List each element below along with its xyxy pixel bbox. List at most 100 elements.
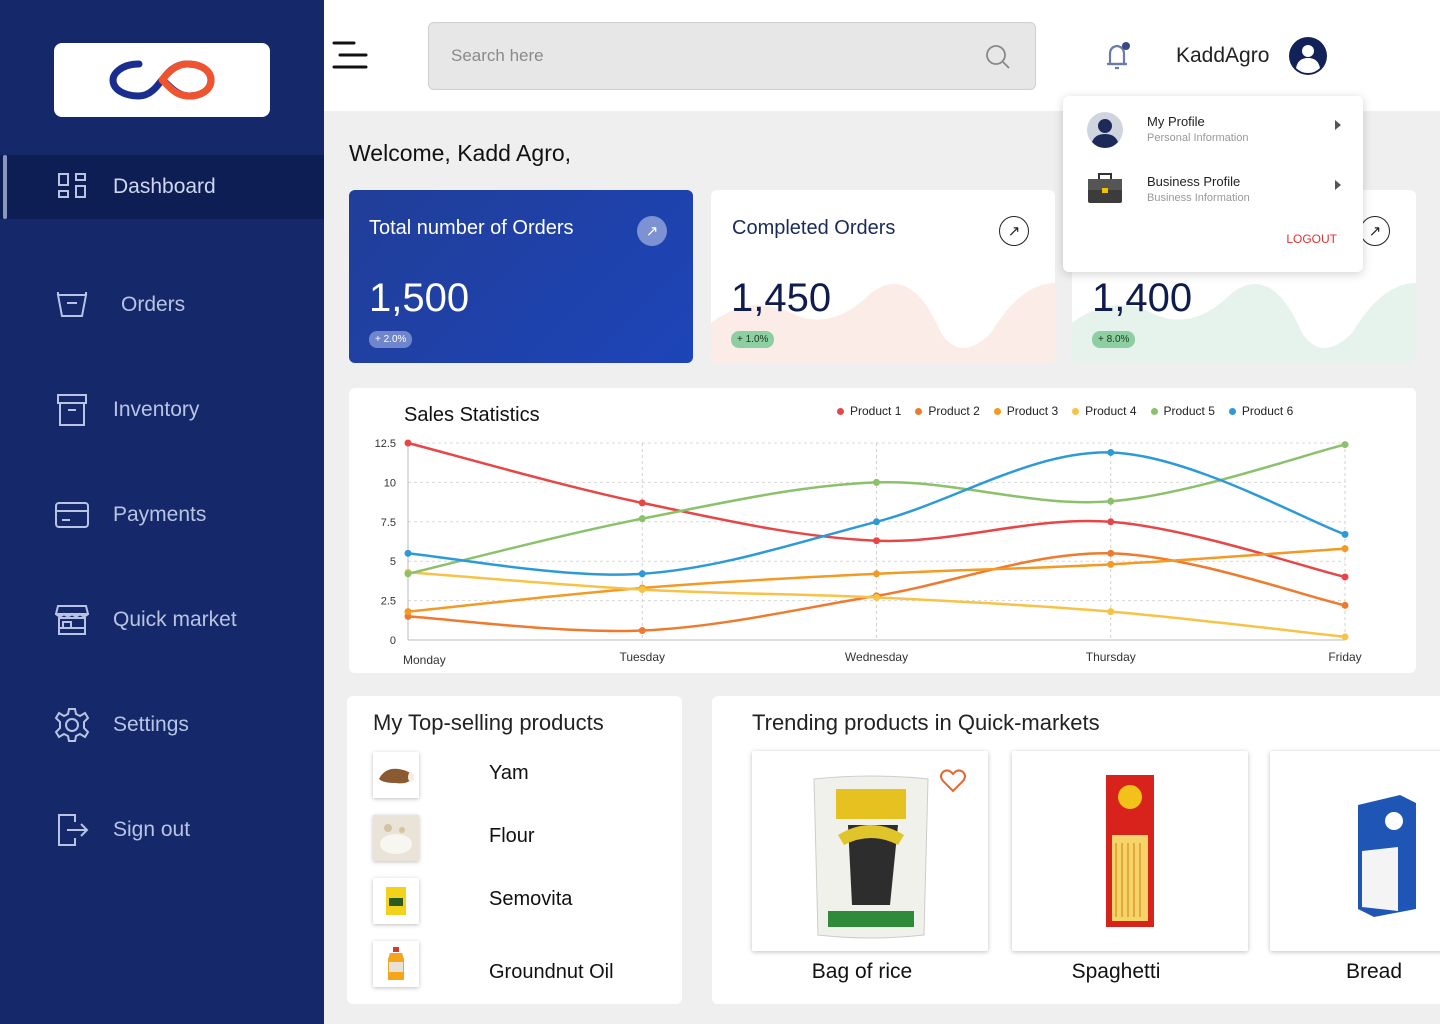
change-badge: + 1.0%: [731, 331, 775, 348]
data-point: [1107, 448, 1115, 456]
y-tick-label: 5: [390, 556, 396, 568]
list-item[interactable]: Flour: [373, 815, 663, 865]
legend-label: Product 4: [1085, 404, 1137, 418]
x-tick-label: Monday: [403, 653, 446, 667]
legend-label: Product 5: [1163, 404, 1215, 418]
profile-dropdown: My Profile Personal Information Business…: [1063, 96, 1363, 272]
menu-item-my-profile[interactable]: My Profile Personal Information: [1063, 102, 1363, 158]
stat-value: 1,450: [731, 276, 832, 320]
list-item[interactable]: Groundnut Oil: [373, 941, 663, 991]
data-point: [873, 570, 880, 578]
legend-dot: [1228, 407, 1236, 415]
dashboard-grid-icon: [54, 169, 90, 205]
data-point: [1107, 608, 1115, 616]
data-point: [638, 499, 646, 507]
product-name: Yam: [489, 762, 529, 784]
x-tick-label: Thursday: [1086, 650, 1136, 664]
legend-item[interactable]: Product 3: [993, 404, 1058, 418]
logout-link[interactable]: LOGOUT: [1286, 232, 1337, 246]
change-badge: + 8.0%: [1092, 331, 1136, 348]
data-point: [638, 570, 646, 578]
menu-item-subtitle: Personal Information: [1147, 132, 1249, 144]
rice-bag-image: [813, 775, 929, 939]
menu-item-subtitle: Business Information: [1147, 192, 1250, 204]
trending-title: Trending products in Quick-markets: [752, 710, 1100, 735]
legend-item[interactable]: Product 5: [1150, 404, 1215, 418]
sidebar: Dashboard Orders Inventory Payments Quic…: [0, 0, 324, 1024]
list-item[interactable]: Yam: [373, 752, 663, 802]
credit-card-icon: [54, 497, 90, 533]
data-point: [404, 549, 412, 557]
data-point: [638, 515, 646, 523]
data-point: [638, 586, 646, 594]
sidebar-item-dashboard[interactable]: Dashboard: [0, 155, 324, 219]
welcome-heading: Welcome, Kadd Agro,: [349, 140, 571, 167]
product-card-spaghetti[interactable]: [1012, 751, 1248, 951]
chart-title: Sales Statistics: [404, 404, 540, 426]
data-point: [638, 627, 646, 635]
sidebar-item-label: Payments: [113, 503, 207, 526]
y-tick-label: 2.5: [381, 596, 396, 608]
data-point: [1107, 560, 1115, 568]
sidebar-item-label: Inventory: [113, 398, 200, 421]
legend-item[interactable]: Product 6: [1228, 404, 1293, 418]
welcome-prefix: Welcome,: [349, 140, 451, 166]
legend-dot: [993, 407, 1001, 415]
gear-icon: [54, 707, 90, 743]
heart-favorite-icon[interactable]: [940, 769, 966, 793]
user-name[interactable]: KaddAgro: [1176, 44, 1270, 67]
y-tick-label: 0: [390, 635, 396, 647]
legend-item[interactable]: Product 2: [915, 404, 980, 418]
y-tick-label: 10: [384, 477, 396, 489]
stat-card-total-orders[interactable]: Total number of Orders ↗ 1,500 + 2.0%: [349, 190, 693, 363]
data-point: [1107, 518, 1115, 526]
sidebar-item-payments[interactable]: Payments: [0, 483, 324, 547]
sidebar-item-label: Orders: [121, 293, 186, 316]
menu-item-business-profile[interactable]: Business Profile Business Information: [1063, 162, 1363, 218]
data-point: [1341, 530, 1349, 538]
stat-card-completed-orders[interactable]: Completed Orders ↗ 1,450 + 1.0%: [711, 190, 1055, 363]
data-point: [404, 608, 412, 616]
sidebar-item-inventory[interactable]: Inventory: [0, 378, 324, 442]
product-name: Flour: [489, 825, 535, 847]
notification-bell-icon[interactable]: [1102, 40, 1134, 77]
hamburger-menu-icon[interactable]: [332, 40, 368, 70]
semovita-image: [373, 878, 419, 924]
product-card-title: Bread: [1345, 960, 1403, 983]
sidebar-item-orders[interactable]: Orders: [0, 273, 324, 337]
sidebar-item-quick-market[interactable]: Quick market: [0, 588, 324, 652]
arrow-up-right-icon[interactable]: ↗: [637, 216, 667, 246]
sidebar-item-label: Settings: [113, 713, 189, 736]
legend-dot: [915, 407, 923, 415]
arrow-up-right-icon[interactable]: ↗: [999, 216, 1029, 246]
search-icon[interactable]: [985, 44, 1011, 75]
product-card-rice[interactable]: [752, 751, 988, 951]
groundnut-oil-image: [373, 941, 419, 987]
stat-value: 1,500: [369, 276, 470, 320]
menu-item-title: My Profile: [1147, 114, 1205, 129]
search-bar: [428, 22, 1036, 90]
top-selling-panel: My Top-selling products Yam Flour Semovi…: [347, 696, 682, 1004]
profile-avatar-icon: [1087, 112, 1123, 148]
product-name: Semovita: [489, 888, 573, 910]
legend-item[interactable]: Product 4: [1072, 404, 1137, 418]
search-input[interactable]: [451, 23, 971, 89]
user-avatar-icon[interactable]: [1288, 36, 1328, 81]
list-item[interactable]: Semovita: [373, 878, 663, 928]
data-point: [404, 439, 412, 447]
flour-image: [373, 815, 419, 861]
brand-logo[interactable]: [54, 43, 270, 117]
data-point: [1341, 633, 1349, 641]
top-selling-title: My Top-selling products: [373, 710, 604, 735]
arrow-up-right-icon[interactable]: ↗: [1360, 216, 1390, 246]
data-point: [1341, 573, 1349, 581]
basket-icon: [54, 287, 90, 323]
archive-box-icon: [54, 392, 90, 428]
sidebar-item-sign-out[interactable]: Sign out: [0, 798, 324, 862]
legend-item[interactable]: Product 1: [837, 404, 901, 418]
series-line: [407, 451, 1346, 576]
product-card-bread[interactable]: [1270, 751, 1440, 951]
sidebar-item-settings[interactable]: Settings: [0, 693, 324, 757]
data-point: [873, 593, 880, 601]
data-point: [873, 537, 880, 545]
